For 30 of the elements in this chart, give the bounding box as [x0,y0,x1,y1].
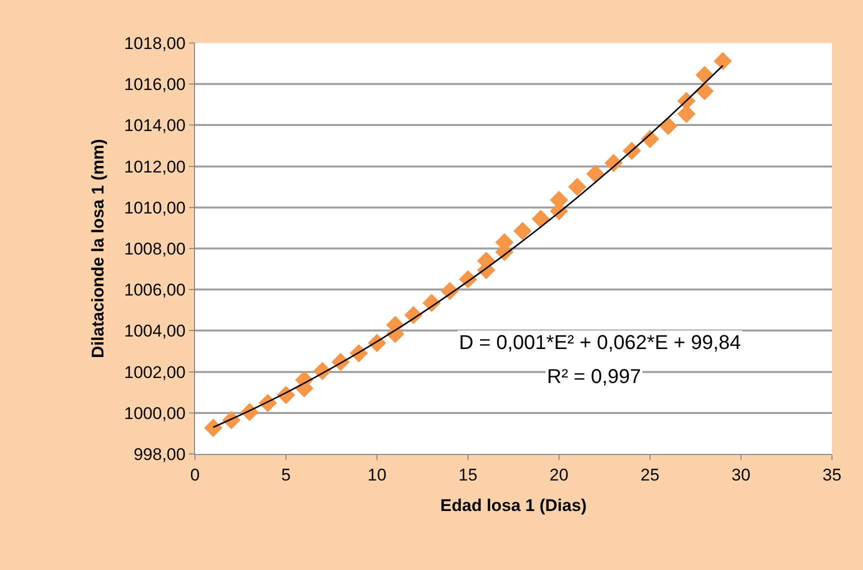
point [532,210,550,228]
y-tick-label: 1018,00 [124,34,186,53]
y-tick-label: 1006,00 [124,280,186,300]
y-tick-label: 998,00 [134,444,186,464]
point [714,52,732,70]
point [568,178,586,196]
x-tick-label: 35 [822,465,842,484]
annotation: D = 0,001*E² + 0,062*E + 99,84 [459,332,741,354]
y-tick-label: 1002,00 [124,362,186,382]
y-tick-label: 1016,00 [124,75,186,94]
x-tick-label: 25 [640,465,660,484]
point [204,418,222,437]
x-tick-label: 15 [458,465,478,484]
annotation: R² = 0,997 [547,366,641,388]
y-tick-label: 1010,00 [124,198,186,218]
point [659,116,678,136]
y-tick-label: 1008,00 [124,239,186,258]
y-tick-label: 1012,00 [124,157,186,176]
x-tick-label: 10 [368,465,386,484]
point [586,164,604,183]
x-tick-label: 30 [732,465,750,484]
y-tick-label: 1014,00 [124,116,186,136]
x-axis-title: Edad losa 1 (Dias) [440,496,587,515]
x-tick-label: 0 [190,465,200,484]
x-tick-label: 20 [550,465,568,484]
y-tick-label: 1000,00 [124,404,186,423]
y-tick-label: 1004,00 [124,322,186,341]
y-axis-title: Dilatacionde la losa 1 (mm) [88,138,108,358]
x-tick-label: 5 [281,465,291,484]
point [514,222,532,240]
